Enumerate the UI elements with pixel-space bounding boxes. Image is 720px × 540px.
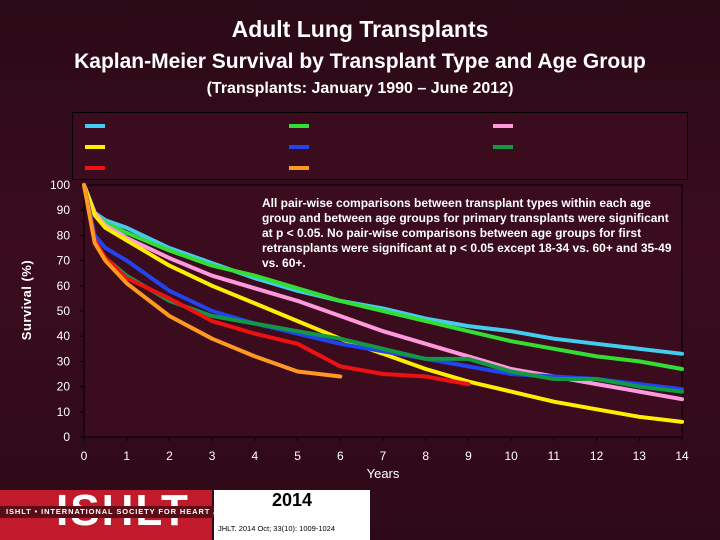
legend-swatch-5: [289, 145, 309, 149]
y-tick-label: 90: [57, 203, 71, 217]
y-tick-label: 70: [57, 254, 71, 268]
citation-year: 2014: [271, 490, 313, 510]
series-line-2: [82, 183, 684, 371]
y-tick-label: 100: [50, 178, 70, 192]
y-tick-label: 0: [63, 430, 70, 444]
x-tick-label: 4: [252, 449, 259, 463]
x-tick-label: 13: [633, 449, 647, 463]
y-tick-label: 60: [57, 279, 71, 293]
y-tick-label: 50: [57, 304, 71, 318]
y-tick-label: 20: [57, 380, 71, 394]
x-axis: 0 1 2 3 4 5 6 7 8 9 10 11 12 13 14: [81, 437, 689, 463]
legend-swatch-7: [85, 166, 105, 170]
legend-swatch-4: [85, 145, 105, 149]
legend-swatch-3: [493, 124, 513, 128]
chart-title: Adult Lung Transplants: [231, 16, 489, 42]
y-tick-label: 10: [57, 405, 71, 419]
y-tick-label: 30: [57, 354, 71, 368]
x-tick-label: 3: [209, 449, 216, 463]
x-tick-label: 5: [294, 449, 301, 463]
series-line-8: [82, 183, 343, 379]
legend-swatch-6: [493, 145, 513, 149]
x-tick-label: 10: [504, 449, 518, 463]
y-axis: 0 10 20 30 40 50 60 70 80 90 100: [50, 178, 84, 444]
significance-note: All pair-wise comparisons between transp…: [262, 196, 672, 270]
chart-legend: [72, 112, 688, 180]
ishlt-full-name: ISHLT • INTERNATIONAL SOCIETY FOR HEART …: [6, 507, 350, 516]
x-axis-label: Years: [367, 466, 400, 481]
x-tick-label: 12: [590, 449, 604, 463]
x-tick-label: 2: [166, 449, 173, 463]
chart-subtitle: Kaplan-Meier Survival by Transplant Type…: [74, 50, 646, 73]
legend-swatch-1: [85, 124, 105, 128]
citation-box: 2014 JHLT. 2014 Oct; 33(10): 1009-1024: [214, 490, 370, 540]
x-tick-label: 1: [123, 449, 130, 463]
x-tick-label: 9: [465, 449, 472, 463]
x-tick-label: 7: [380, 449, 387, 463]
y-tick-label: 80: [57, 228, 71, 242]
legend-swatch-8: [289, 166, 309, 170]
y-tick-label: 40: [57, 329, 71, 343]
x-tick-label: 6: [337, 449, 344, 463]
x-tick-label: 14: [675, 449, 689, 463]
y-axis-label: Survival (%): [19, 259, 34, 341]
x-tick-label: 0: [81, 449, 88, 463]
legend-swatch-2: [289, 124, 309, 128]
citation-reference: JHLT. 2014 Oct; 33(10): 1009-1024: [218, 524, 336, 533]
x-tick-label: 11: [548, 449, 561, 463]
series-lines: [82, 183, 684, 424]
chart-date-range: (Transplants: January 1990 – June 2012): [206, 80, 514, 97]
x-tick-label: 8: [422, 449, 429, 463]
